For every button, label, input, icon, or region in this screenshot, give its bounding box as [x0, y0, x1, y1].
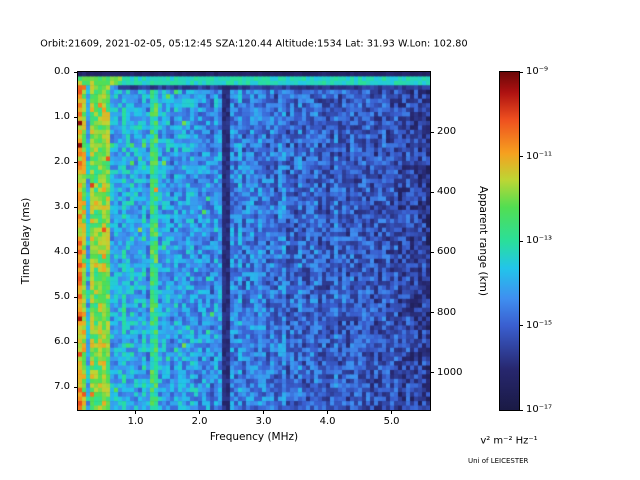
plot-title: Orbit:21609, 2021-02-05, 05:12:45 SZA:12…	[40, 38, 468, 50]
x-tick-mark	[327, 410, 329, 414]
colorbar	[499, 71, 520, 411]
range-tick-mark	[430, 372, 434, 374]
y-tick-label: 1.0	[54, 111, 70, 123]
spectrogram-heatmap	[78, 72, 430, 410]
colorbar-tick-mark	[519, 156, 523, 157]
x-tick-label: 3.0	[255, 416, 272, 427]
y-tick-label: 0.0	[54, 66, 70, 77]
colorbar-tick-label: 10⁻¹³	[526, 235, 553, 246]
x-tick-label: 1.0	[127, 416, 144, 427]
colorbar-unit-label: v² m⁻² Hz⁻¹	[480, 435, 538, 447]
x-axis-label: Frequency (MHz)	[209, 431, 299, 443]
y-tick-mark	[74, 116, 78, 118]
range-tick-mark	[430, 251, 434, 253]
credit-text: Uni of LEICESTER	[468, 457, 529, 465]
colorbar-tick-mark	[519, 71, 523, 73]
y-tick-label: 6.0	[54, 336, 70, 348]
y-tick-label: 3.0	[54, 201, 70, 213]
y-tick-mark	[74, 206, 78, 208]
range-tick-label: 800	[437, 306, 457, 318]
x-tick-mark	[263, 410, 265, 414]
y-tick-label: 7.0	[54, 381, 70, 393]
x-tick-mark	[199, 410, 201, 414]
y-tick-mark	[74, 161, 78, 163]
y-tick-mark	[74, 386, 78, 388]
range-tick-mark	[430, 131, 434, 133]
colorbar-tick-label: 10⁻⁹	[526, 66, 549, 77]
range-tick-mark	[430, 191, 434, 193]
range-tick-label: 1000	[437, 366, 463, 378]
range-tick-label: 400	[437, 186, 457, 198]
y-tick-mark	[74, 341, 78, 343]
colorbar-tick-label: 10⁻¹¹	[526, 150, 553, 162]
colorbar-tick-mark	[519, 240, 523, 242]
x-tick-mark	[391, 410, 393, 414]
y-tick-label: 5.0	[54, 291, 70, 303]
colorbar-tick-mark	[519, 409, 523, 411]
x-tick-label: 4.0	[319, 416, 336, 427]
range-tick-label: 600	[437, 246, 457, 258]
colorbar-tick-label: 10⁻¹⁷	[526, 404, 553, 415]
y-axis-label-right: Apparent range (km)	[477, 186, 489, 296]
x-tick-mark	[135, 410, 137, 414]
y-tick-mark	[74, 296, 78, 298]
range-tick-label: 200	[437, 126, 457, 138]
y-axis-label-left: Time Delay (ms)	[20, 197, 32, 285]
x-tick-label: 2.0	[191, 416, 208, 427]
y-tick-mark	[74, 71, 78, 73]
x-tick-label: 5.0	[383, 416, 400, 427]
colorbar-tick-mark	[519, 325, 523, 326]
y-tick-label: 4.0	[54, 246, 70, 258]
colorbar-tick-label: 10⁻¹⁵	[526, 319, 553, 331]
range-tick-mark	[430, 312, 434, 314]
y-tick-mark	[74, 251, 78, 253]
y-tick-label: 2.0	[54, 156, 70, 168]
